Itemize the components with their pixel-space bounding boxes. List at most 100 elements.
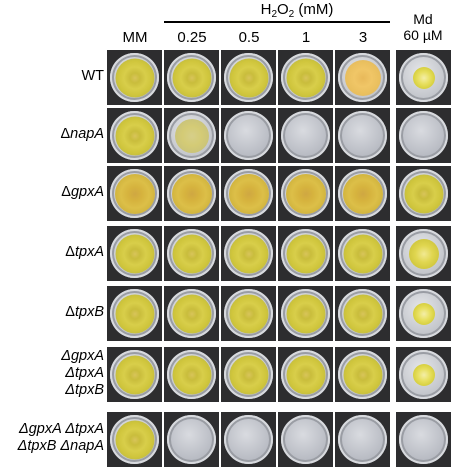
plate-cell	[335, 347, 390, 402]
petri-dish	[110, 111, 159, 160]
petri-dish	[224, 350, 273, 399]
plate-cell	[278, 50, 333, 105]
petri-dish	[224, 229, 273, 278]
petri-dish	[110, 289, 159, 338]
petri-dish	[399, 53, 448, 102]
row-label-line: ΔgpxA	[61, 348, 104, 364]
empty-petri-dish	[338, 415, 387, 464]
plate-cell	[164, 166, 219, 221]
petri-dish	[167, 53, 216, 102]
fungal-colony	[115, 294, 154, 333]
empty-petri-dish	[224, 111, 273, 160]
fungal-colony	[228, 173, 269, 214]
petri-dish	[167, 289, 216, 338]
md-header-line2: 60 µM	[403, 27, 443, 43]
plate-cell	[107, 166, 162, 221]
column-header-1: 1	[301, 29, 311, 46]
fungal-colony	[285, 173, 326, 214]
plate-cell	[278, 412, 333, 467]
fungal-colony	[114, 173, 155, 214]
fungal-colony	[171, 173, 212, 214]
row-label-line: ΔtpxB	[65, 382, 104, 398]
plate-cell	[221, 286, 276, 341]
petri-dish	[110, 229, 159, 278]
fungal-colony	[115, 116, 154, 155]
row-label-line: ΔtpxA	[65, 365, 104, 381]
row-label-gpxa: ΔgpxA	[61, 184, 104, 200]
plate-cell	[164, 108, 219, 163]
fungal-colony	[342, 173, 383, 214]
fungal-colony	[172, 58, 211, 97]
empty-petri-dish	[224, 415, 273, 464]
fungal-colony	[286, 58, 325, 97]
plate-cell	[396, 286, 451, 341]
fungal-colony	[343, 294, 382, 333]
fungal-colony	[115, 234, 154, 273]
fungal-colony	[174, 118, 209, 153]
fungal-colony	[115, 58, 154, 97]
row-label-quadruple-mutant: ΔgpxA ΔtpxA ΔtpxB ΔnapA	[0, 421, 104, 455]
empty-petri-dish	[399, 111, 448, 160]
md-column-header: Md 60 µM	[393, 11, 453, 43]
empty-petri-dish	[399, 415, 448, 464]
plate-cell	[278, 286, 333, 341]
fungal-colony	[412, 66, 435, 89]
petri-dish	[224, 53, 273, 102]
petri-dish	[338, 53, 387, 102]
fungal-colony	[229, 234, 268, 273]
plate-cell	[221, 347, 276, 402]
fungal-colony	[412, 363, 435, 386]
plate-cell	[396, 108, 451, 163]
column-header-mm: MM	[122, 29, 148, 46]
petri-dish	[281, 289, 330, 338]
petri-dish	[224, 289, 273, 338]
petri-dish	[281, 229, 330, 278]
empty-petri-dish	[338, 111, 387, 160]
row-label-triple-mutant: ΔgpxA ΔtpxA ΔtpxB	[0, 348, 104, 399]
petri-dish	[281, 169, 330, 218]
plate-cell	[164, 347, 219, 402]
h2o2-treatment-title: H2O2 (mM)	[260, 1, 334, 20]
petri-dish	[110, 53, 159, 102]
column-header-0-25: 0.25	[177, 29, 207, 46]
fungal-colony	[412, 302, 435, 325]
fungal-colony	[229, 294, 268, 333]
row-label-wt: WT	[81, 68, 104, 84]
petri-dish	[399, 350, 448, 399]
plate-cell	[335, 166, 390, 221]
plate-cell	[107, 347, 162, 402]
plate-cell	[164, 226, 219, 281]
petri-dish	[281, 350, 330, 399]
fungal-colony	[172, 234, 211, 273]
fungal-colony	[408, 238, 439, 269]
md-header-line1: Md	[413, 11, 433, 27]
fungal-colony	[343, 234, 382, 273]
fungal-colony	[229, 355, 268, 394]
plate-cell	[396, 226, 451, 281]
plate-cell	[221, 50, 276, 105]
petri-dish	[224, 169, 273, 218]
plate-cell	[107, 50, 162, 105]
empty-petri-dish	[167, 415, 216, 464]
petri-dish	[281, 53, 330, 102]
plate-cell	[164, 286, 219, 341]
petri-dish	[399, 169, 448, 218]
row-label-line: ΔgpxA ΔtpxA	[18, 421, 104, 437]
empty-petri-dish	[281, 111, 330, 160]
plate-cell	[396, 347, 451, 402]
fungal-colony	[404, 174, 443, 213]
row-label-tpxb: ΔtpxB	[65, 304, 104, 320]
plate-cell	[107, 286, 162, 341]
h2o2-bracket-line	[164, 21, 390, 23]
plate-cell	[335, 50, 390, 105]
petri-dish	[399, 229, 448, 278]
fungal-colony	[286, 234, 325, 273]
plate-cell	[221, 166, 276, 221]
column-header-3: 3	[358, 29, 368, 46]
plate-cell	[107, 412, 162, 467]
empty-petri-dish	[281, 415, 330, 464]
fungal-colony	[172, 294, 211, 333]
plate-cell	[396, 166, 451, 221]
fungal-colony	[229, 58, 268, 97]
plate-cell	[221, 412, 276, 467]
